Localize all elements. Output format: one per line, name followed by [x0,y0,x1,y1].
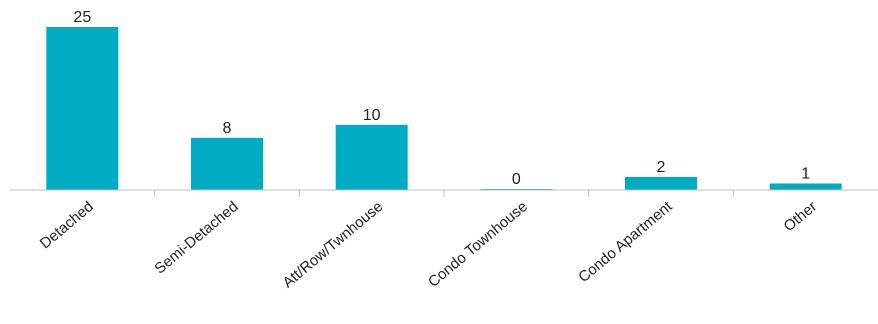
value-labels-group: 25 8 10 0 2 1 [73,9,810,188]
category-label: Semi-Detached [151,198,241,277]
category-label: Other [781,198,821,235]
bars-group [46,27,842,190]
data-label: 1 [801,165,810,182]
category-label: Att/Row/Twnhouse [280,198,387,291]
bar-other [769,183,842,190]
category-label: Condo Apartment [575,198,676,287]
data-label: 25 [73,9,91,26]
data-label: 2 [657,159,666,176]
bar-condo-apartment [625,176,697,190]
category-label: Condo Townhouse [425,198,531,291]
x-axis [10,189,878,197]
data-label: 0 [512,171,521,188]
category-label: Detached [37,198,97,252]
category-labels-group: Detached Semi-Detached Att/Row/Twnhouse Con… [37,198,820,292]
bar-att-row-twnhouse [335,124,408,190]
data-label: 8 [223,120,232,137]
data-label: 10 [363,107,381,124]
bar-semi-detached [191,137,263,190]
bar-detached [46,27,119,190]
